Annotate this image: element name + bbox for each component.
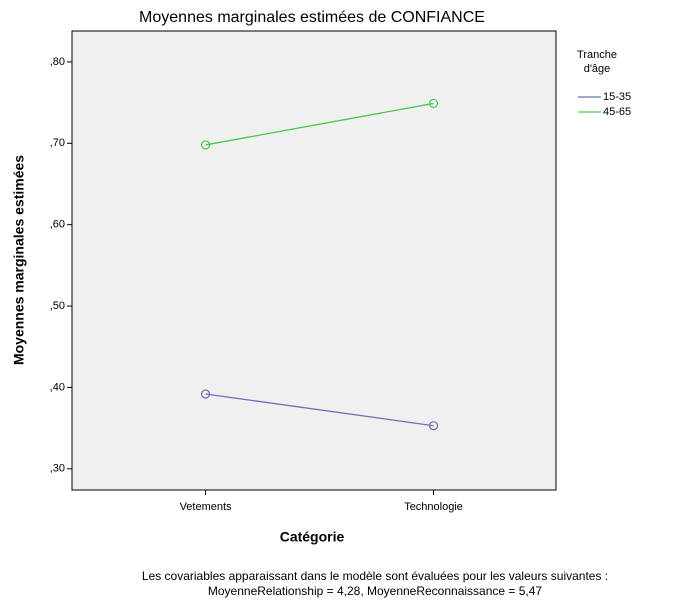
marker [200, 140, 211, 150]
x-axis-label: Catégorie [280, 529, 345, 545]
footnote: Les covariables apparaissant dans le mod… [142, 569, 608, 583]
legend-label: 45-65 [603, 106, 631, 118]
y-axis-label: Moyennes marginales estimées [11, 155, 27, 365]
x-tick-label: Technologie [404, 501, 463, 513]
plot-area [71, 30, 557, 491]
marker [200, 389, 211, 399]
y-tick-label: ,60 [50, 219, 65, 231]
marker [428, 421, 439, 431]
y-tick-label: ,80 [50, 56, 65, 68]
y-tick-label: ,70 [50, 137, 65, 149]
legend-title: d'âge [584, 63, 611, 75]
line [205, 393, 434, 427]
x-tick-label: Vetements [180, 501, 232, 513]
chart-title: Moyennes marginales estimées de CONFIANC… [139, 9, 485, 26]
y-tick-label: ,30 [50, 463, 65, 475]
marker [428, 98, 439, 109]
y-tick-label: ,40 [50, 381, 65, 393]
y-tick-label: ,50 [50, 300, 65, 312]
footnote: MoyenneRelationship = 4,28, MoyenneRecon… [208, 584, 543, 598]
line [205, 102, 434, 146]
legend-label: 15-35 [603, 91, 631, 103]
legend-title: Tranche [577, 49, 617, 61]
